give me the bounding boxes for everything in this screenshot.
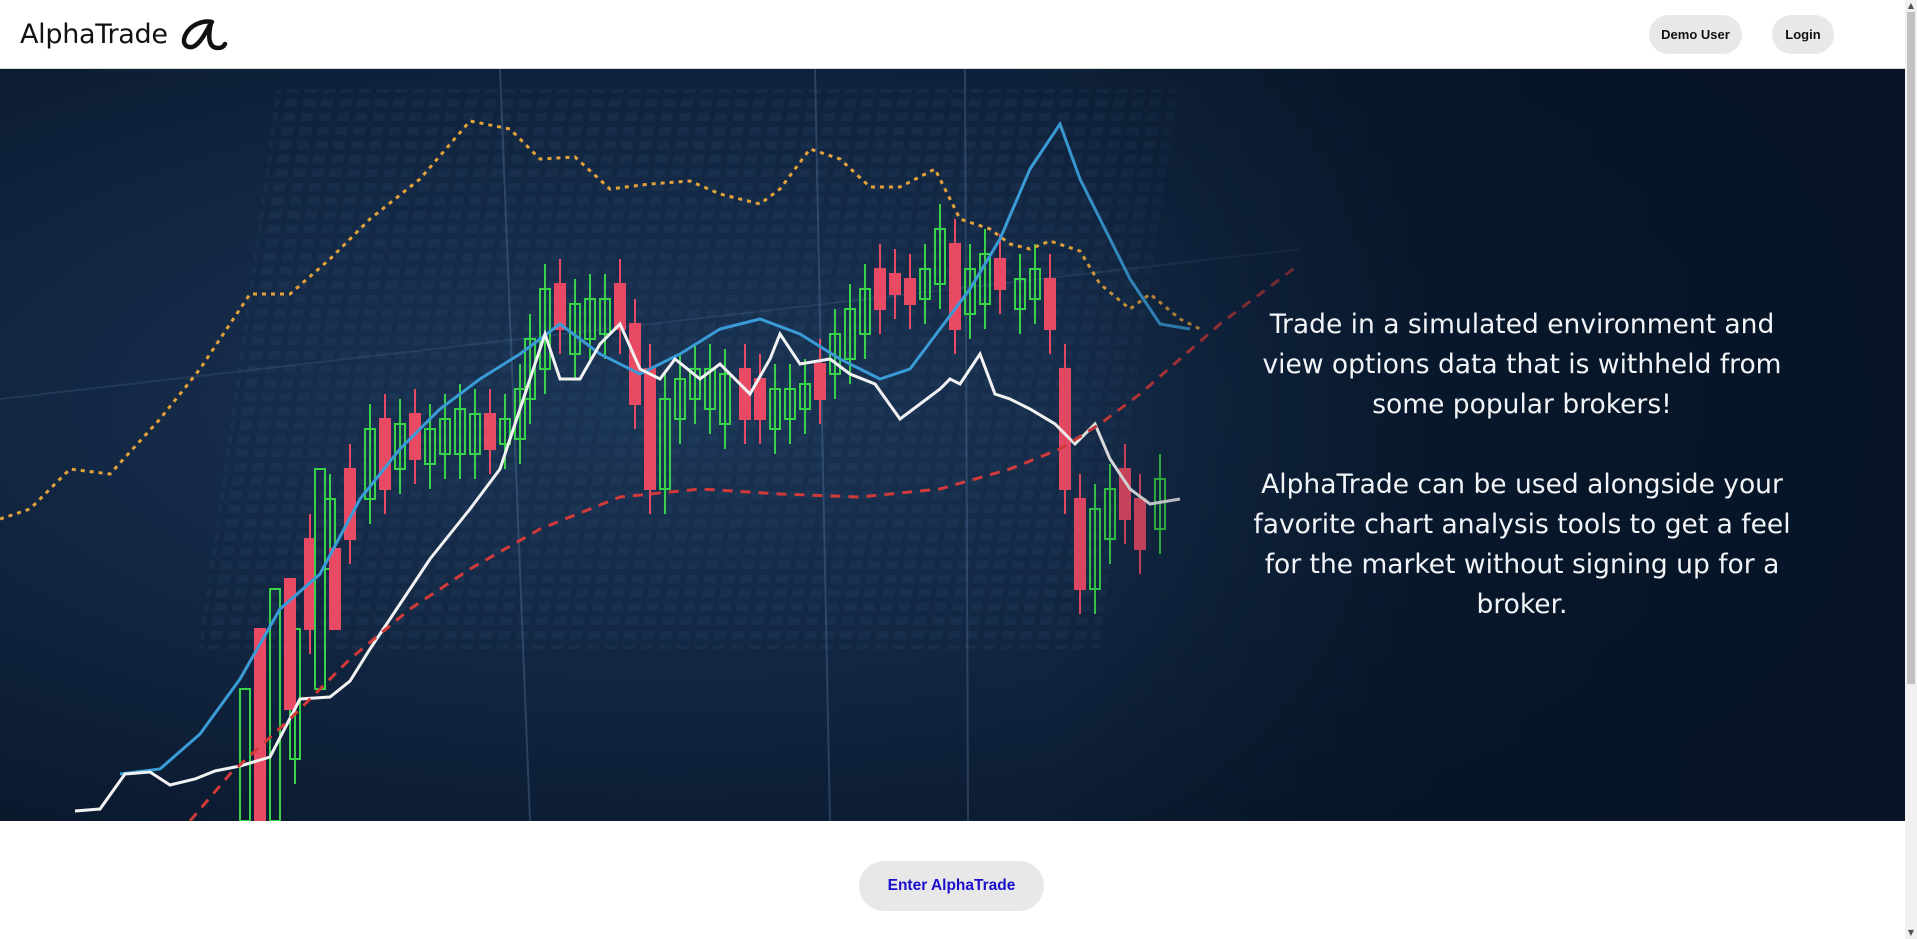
enter-alphatrade-button[interactable]: Enter AlphaTrade <box>859 861 1044 911</box>
demo-user-button[interactable]: Demo User <box>1649 15 1742 54</box>
scroll-down-arrow-icon[interactable]: ▼ <box>1907 928 1915 937</box>
login-button[interactable]: Login <box>1772 15 1834 54</box>
alpha-icon <box>181 19 227 51</box>
hero-paragraph-2: AlphaTrade can be used alongside your fa… <box>1253 469 1791 620</box>
scroll-thumb[interactable] <box>1907 12 1915 684</box>
scroll-up-arrow-icon[interactable]: ▲ <box>1907 1 1915 10</box>
brand-name: AlphaTrade <box>20 18 168 50</box>
page-scrollbar[interactable]: ▲ ▼ <box>1905 0 1917 939</box>
hero-banner: Trade in a simulated environment and vie… <box>0 69 1905 821</box>
hero-chart-background <box>0 69 1905 821</box>
hero-paragraph-1: Trade in a simulated environment and vie… <box>1262 309 1782 420</box>
top-navbar: AlphaTrade Demo User Login <box>0 0 1905 69</box>
brand[interactable]: AlphaTrade <box>20 14 228 54</box>
hero-description: Trade in a simulated environment and vie… <box>1240 305 1804 625</box>
